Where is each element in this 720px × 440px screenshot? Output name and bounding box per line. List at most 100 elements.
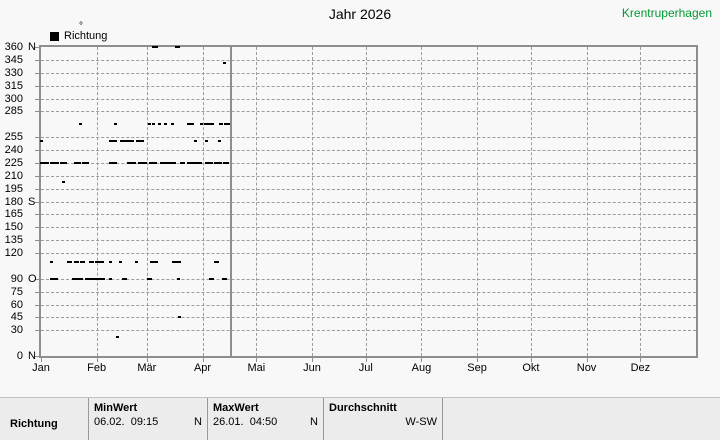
data-point — [187, 123, 194, 126]
station-name-link[interactable]: Krentruperhagen — [621, 6, 712, 20]
y-axis-label: 300 — [0, 93, 37, 105]
data-point — [135, 260, 139, 263]
data-point — [172, 260, 176, 263]
data-point — [113, 123, 117, 126]
y-axis-label: 240 — [0, 145, 37, 156]
x-axis-tick — [96, 358, 98, 362]
vertical-gridline — [365, 47, 367, 356]
table-separator — [207, 398, 208, 440]
data-point — [223, 161, 230, 164]
vertical-gridline — [96, 47, 98, 356]
y-axis-tick — [35, 47, 39, 48]
horizontal-gridline — [41, 240, 696, 242]
y-axis-label-number: 255 — [4, 131, 23, 144]
y-axis-label-number: 315 — [4, 79, 23, 92]
data-point — [88, 260, 95, 263]
data-point — [150, 260, 159, 263]
data-point — [109, 161, 118, 164]
y-axis-label-letter: O — [28, 272, 37, 285]
data-point — [205, 161, 214, 164]
table-separator — [442, 398, 443, 440]
data-point — [218, 140, 222, 143]
y-axis-tick — [35, 72, 39, 74]
horizontal-gridline — [41, 201, 696, 203]
y-axis-label-number: 30 — [10, 324, 23, 337]
y-axis-unit-label: ° — [79, 21, 83, 32]
table-separator — [323, 398, 324, 440]
data-point — [118, 260, 122, 263]
x-axis-label: Mär — [137, 362, 157, 374]
y-axis-label-letter — [23, 68, 37, 79]
y-axis-label-letter — [23, 222, 37, 233]
y-axis-label-letter — [23, 145, 37, 156]
x-axis-tick — [421, 358, 423, 362]
y-axis-label: 210 — [0, 170, 37, 182]
data-point — [85, 277, 91, 280]
y-axis-label-letter — [23, 235, 37, 246]
y-axis-label-number: 60 — [10, 298, 23, 311]
y-axis-tick — [35, 175, 39, 177]
x-axis-tick — [256, 358, 258, 362]
data-point — [76, 277, 84, 280]
y-axis-label: 285 — [0, 106, 37, 117]
data-point — [50, 161, 60, 164]
y-axis-label-letter — [23, 300, 37, 311]
legend-series-label: Richtung — [64, 30, 108, 42]
data-point — [209, 277, 215, 280]
data-point — [147, 277, 153, 280]
data-point — [122, 277, 128, 280]
y-axis-label: 120 — [0, 248, 37, 259]
data-point — [158, 123, 162, 126]
data-point — [171, 123, 174, 126]
data-point — [152, 46, 158, 48]
data-point — [101, 277, 106, 280]
x-axis-tick — [41, 358, 42, 362]
data-point — [205, 140, 209, 143]
x-axis-label: Jul — [358, 362, 373, 374]
y-axis-tick — [35, 317, 39, 319]
horizontal-gridline — [41, 330, 696, 332]
y-axis-label: 315 — [0, 79, 37, 92]
y-axis-label: 180 S — [0, 196, 37, 208]
x-axis-label: Dez — [630, 362, 651, 374]
y-axis-label-number: 90 — [10, 272, 23, 285]
y-axis-label: 165 — [0, 209, 37, 220]
stats-row-label: Richtung — [10, 418, 58, 430]
data-point — [180, 161, 186, 164]
horizontal-gridline — [41, 175, 696, 177]
y-axis-tick — [35, 291, 39, 293]
horizontal-gridline — [41, 317, 696, 319]
y-axis-label-number: 330 — [4, 66, 23, 79]
data-point — [219, 123, 223, 126]
y-axis-label-number: 75 — [10, 285, 23, 298]
data-point — [149, 161, 158, 164]
chart-title: Jahr 2026 — [328, 6, 392, 22]
x-axis-label: Feb — [87, 362, 107, 374]
x-axis-label: Okt — [522, 362, 540, 374]
vertical-gridline — [530, 47, 532, 356]
data-point — [177, 277, 181, 280]
legend-marker-icon — [50, 31, 59, 41]
data-point — [199, 123, 203, 126]
data-point — [109, 140, 118, 143]
horizontal-gridline — [41, 291, 696, 293]
data-point — [136, 140, 145, 143]
data-point — [176, 260, 182, 263]
data-point — [222, 277, 228, 280]
maxwert-header: MaxWert — [213, 402, 259, 414]
y-axis-label-number: 240 — [4, 144, 23, 156]
y-axis-tick — [35, 304, 39, 306]
y-axis-label-letter — [23, 94, 37, 105]
x-axis-label: Sep — [467, 362, 487, 374]
data-point — [50, 260, 54, 263]
data-point — [195, 161, 203, 164]
y-axis-label-number: 150 — [4, 221, 23, 234]
horizontal-gridline — [41, 188, 696, 190]
y-axis-label-number: 285 — [4, 105, 23, 118]
durchschnitt-value: W-SW — [405, 416, 437, 428]
vertical-gridline — [146, 47, 148, 356]
y-axis-label-number: 135 — [4, 234, 23, 247]
horizontal-gridline — [41, 150, 696, 151]
y-axis-label-number: 195 — [4, 182, 23, 195]
y-axis-label-letter — [23, 287, 37, 298]
